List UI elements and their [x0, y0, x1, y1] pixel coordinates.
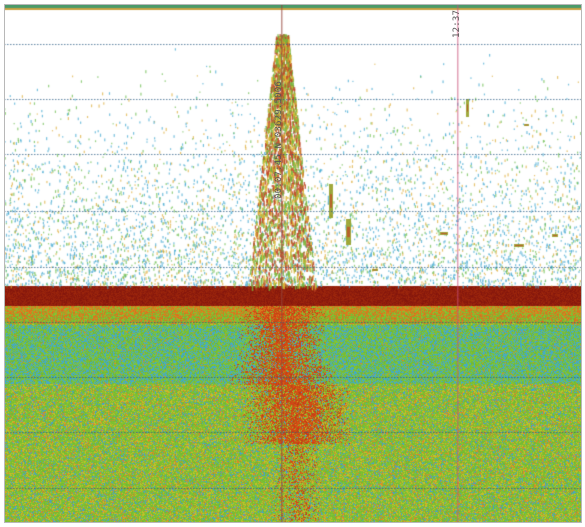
echogram-canvas[interactable]: [4, 4, 582, 523]
